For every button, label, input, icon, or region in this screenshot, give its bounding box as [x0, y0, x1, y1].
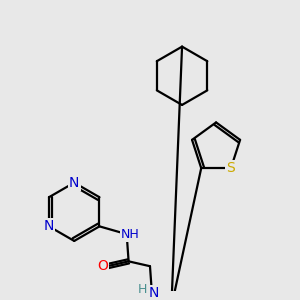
Text: NH: NH [121, 228, 140, 241]
Text: O: O [97, 259, 108, 273]
Text: S: S [226, 161, 235, 175]
Text: H: H [137, 283, 147, 296]
Text: N: N [44, 219, 54, 233]
Text: N: N [69, 176, 80, 190]
Text: N: N [149, 286, 159, 300]
